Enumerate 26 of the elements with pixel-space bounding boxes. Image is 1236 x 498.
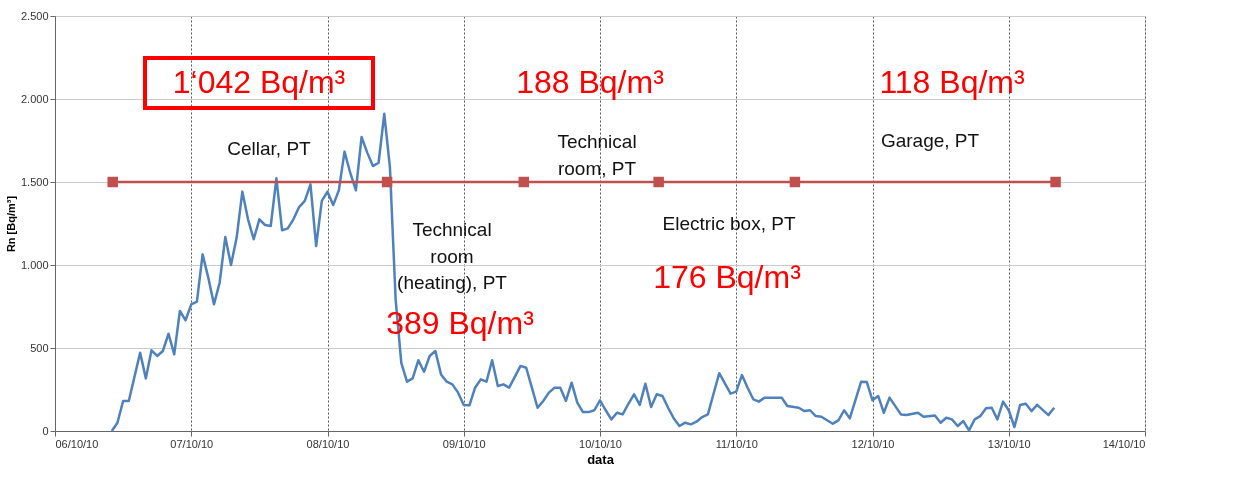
y-tick-label: 500 xyxy=(30,341,49,354)
annotation: 1‘042 Bq/m³ xyxy=(172,64,346,100)
x-tick-label: 12/10/10 xyxy=(851,437,895,450)
x-tick-label: 07/10/10 xyxy=(170,437,214,450)
annotation: Garage, PT xyxy=(880,130,980,151)
y-tick-label: 2.500 xyxy=(20,9,49,22)
annotation: 118 Bq/m³ xyxy=(879,64,1025,100)
annotation: 176 Bq/m³ xyxy=(653,259,802,295)
annotation: Technical room (heating), PT xyxy=(397,219,508,294)
annotation: Cellar, PT xyxy=(227,138,312,159)
x-tick-label: 10/10/10 xyxy=(579,437,622,450)
annotation: 188 Bq/m³ xyxy=(516,64,665,100)
y-tick-label: 0 xyxy=(42,424,49,437)
x-tick-label: 13/10/10 xyxy=(987,437,1031,450)
y-tick-label: 1.500 xyxy=(20,175,49,188)
x-tick-label: 08/10/10 xyxy=(306,437,350,450)
x-tick-label: 11/10/10 xyxy=(715,437,758,450)
annotation: Electric box, PT xyxy=(662,213,796,234)
x-tick-label: 06/10/10 xyxy=(55,437,99,450)
x-tick-label: 14/10/10 xyxy=(1102,437,1146,450)
annotation: Technical room, PT xyxy=(557,131,637,179)
x-axis-title: data xyxy=(587,451,615,467)
y-tick-label: 1.000 xyxy=(20,258,49,271)
x-tick-label: 09/10/10 xyxy=(442,437,486,450)
y-axis-title: Rn [Bq/m³] xyxy=(4,195,17,253)
y-tick-label: 2.000 xyxy=(20,92,49,105)
